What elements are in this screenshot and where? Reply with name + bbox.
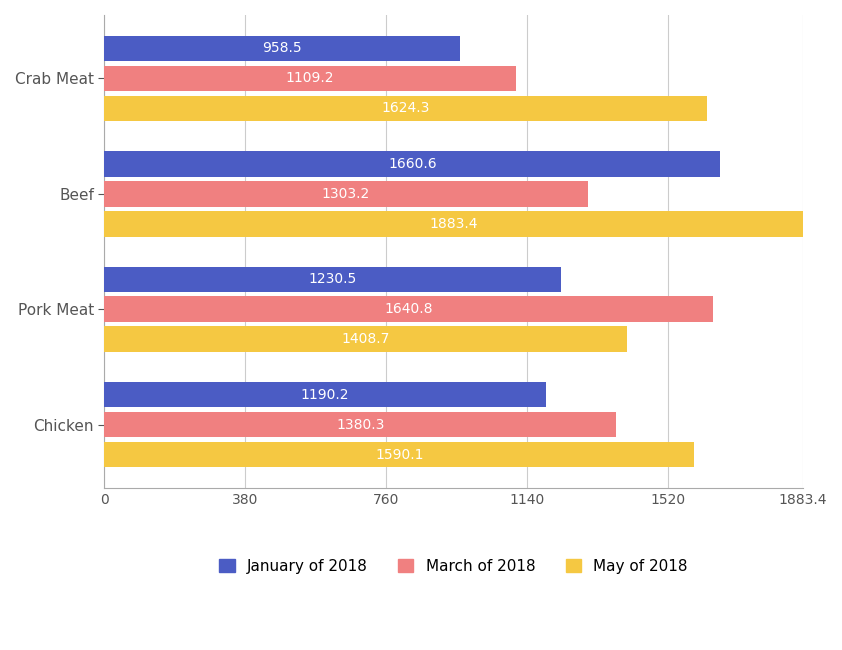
Bar xyxy=(104,96,706,121)
Bar xyxy=(104,36,460,61)
Bar xyxy=(104,382,546,408)
Bar xyxy=(104,181,588,207)
Bar xyxy=(104,412,616,437)
Text: 1883.4: 1883.4 xyxy=(429,217,477,231)
Text: 1380.3: 1380.3 xyxy=(336,417,385,432)
Text: 1303.2: 1303.2 xyxy=(322,187,370,201)
Text: 1109.2: 1109.2 xyxy=(285,72,334,85)
Bar xyxy=(104,296,713,322)
Legend: January of 2018, March of 2018, May of 2018: January of 2018, March of 2018, May of 2… xyxy=(213,552,694,580)
Text: 958.5: 958.5 xyxy=(263,42,302,55)
Bar xyxy=(104,266,561,292)
Bar xyxy=(104,151,720,177)
Bar xyxy=(104,326,626,352)
Bar xyxy=(104,442,694,467)
Text: 1408.7: 1408.7 xyxy=(341,332,390,346)
Text: 1660.6: 1660.6 xyxy=(388,157,437,171)
Text: 1640.8: 1640.8 xyxy=(384,302,433,316)
Bar xyxy=(104,66,515,91)
Text: 1624.3: 1624.3 xyxy=(381,101,429,116)
Text: 1190.2: 1190.2 xyxy=(301,387,349,402)
Text: 1230.5: 1230.5 xyxy=(308,272,357,286)
Bar xyxy=(104,211,802,237)
Text: 1590.1: 1590.1 xyxy=(375,448,424,462)
